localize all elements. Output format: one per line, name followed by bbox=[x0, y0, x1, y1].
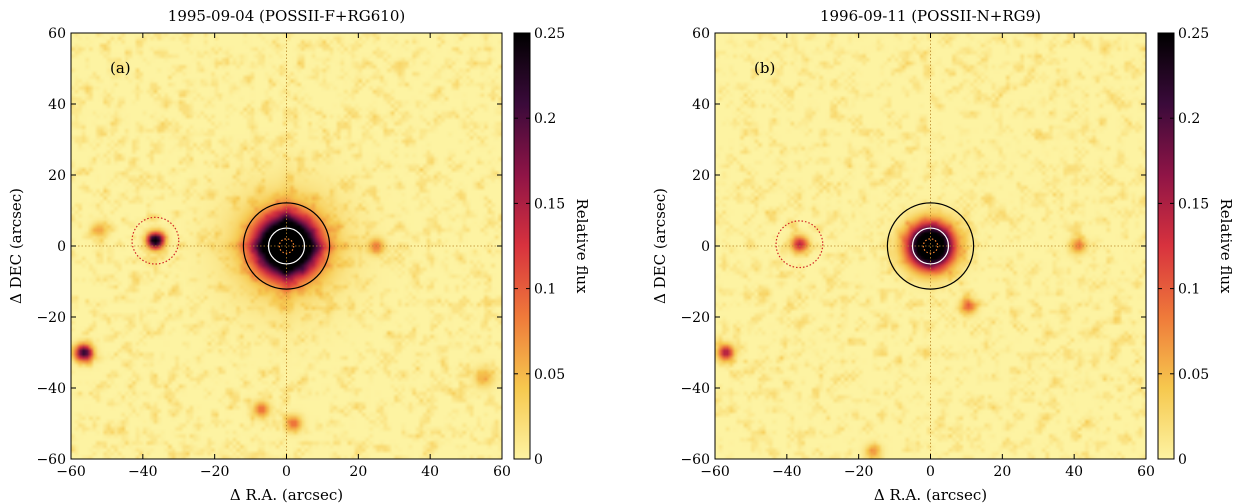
x-tick-label: 60 bbox=[493, 464, 511, 480]
x-tick-label: 20 bbox=[349, 464, 367, 480]
y-tick-label: 40 bbox=[48, 97, 66, 113]
y-tick-label: 20 bbox=[48, 168, 66, 184]
aperture-circle-2 bbox=[911, 227, 950, 265]
colorbar-tick-label: 0.25 bbox=[534, 26, 565, 42]
x-tick-label: 40 bbox=[1065, 464, 1083, 480]
chart-a-svg: 1995-09-04 (POSSII-F+RG610) (a) −60 −40 −2… bbox=[7, 7, 591, 503]
circle-overlays bbox=[131, 202, 331, 290]
chart-title: 1996-09-11 (POSSII-N+RG9) bbox=[820, 7, 1041, 25]
x-tick-label: 0 bbox=[282, 464, 291, 480]
colorbar-tick-label: 0.05 bbox=[1178, 367, 1209, 383]
aperture-circle-4 bbox=[775, 220, 824, 269]
y-tick-label: −60 bbox=[680, 452, 710, 468]
y-axis: −60 −40 −20 0 20 40 60 bbox=[680, 26, 1146, 468]
x-tick-label: −60 bbox=[700, 464, 730, 480]
y-tick-label: 40 bbox=[692, 97, 710, 113]
y-tick-label: −60 bbox=[36, 452, 66, 468]
colorbar-tick-label: 0 bbox=[1178, 452, 1187, 468]
y-tick-label: 20 bbox=[692, 168, 710, 184]
colorbar-tick-label: 0.05 bbox=[534, 367, 565, 383]
y-axis-label: Δ DEC (arcsec) bbox=[651, 188, 669, 304]
chart-b-svg: 1996-09-11 (POSSII-N+RG9) (b) −60 −40 −20 0… bbox=[651, 7, 1235, 503]
y-axis: −60 −40 −20 0 20 40 60 bbox=[36, 26, 502, 468]
colorbar-frame bbox=[1157, 32, 1175, 460]
x-axis-label: Δ R.A. (arcsec) bbox=[874, 486, 987, 503]
aperture-circle-1 bbox=[886, 202, 975, 290]
aperture-circle-3 bbox=[278, 238, 295, 254]
colorbar-tick-label: 0.25 bbox=[1178, 26, 1209, 42]
y-tick-label: 60 bbox=[48, 26, 66, 42]
colorbar: 0 0.05 0.1 0.15 0.2 0.25 Relative flux bbox=[513, 26, 591, 468]
colorbar-tick-label: 0.1 bbox=[534, 282, 556, 298]
x-tick-label: 0 bbox=[926, 464, 935, 480]
aperture-circle-2 bbox=[267, 227, 306, 265]
colorbar-tick-label: 0.15 bbox=[534, 196, 565, 212]
y-tick-label: −40 bbox=[680, 381, 710, 397]
y-tick-label: −20 bbox=[680, 310, 710, 326]
colorbar-tick-label: 0.1 bbox=[1178, 282, 1200, 298]
y-tick-label: −20 bbox=[36, 310, 66, 326]
x-tick-label: −20 bbox=[200, 464, 230, 480]
x-tick-label: −20 bbox=[844, 464, 874, 480]
x-axis: −60 −40 −20 0 20 40 60 bbox=[56, 33, 511, 480]
colorbar-tick-label: 0 bbox=[534, 452, 543, 468]
x-tick-label: 60 bbox=[1137, 464, 1155, 480]
x-tick-label: −60 bbox=[56, 464, 86, 480]
aperture-circle-3 bbox=[922, 238, 939, 254]
aperture-circle-1 bbox=[242, 202, 331, 290]
panel-a: 1995-09-04 (POSSII-F+RG610) (a) −60 −40 −2… bbox=[0, 0, 618, 503]
x-axis: −60 −40 −20 0 20 40 60 bbox=[700, 33, 1155, 480]
colorbar-gradient bbox=[514, 33, 530, 459]
colorbar-ticks: 0 0.05 0.1 0.15 0.2 0.25 bbox=[514, 26, 565, 468]
panel-label: (a) bbox=[110, 59, 131, 77]
circle-overlays bbox=[775, 202, 975, 290]
x-tick-label: −40 bbox=[772, 464, 802, 480]
y-tick-label: 60 bbox=[692, 26, 710, 42]
y-tick-label: 0 bbox=[57, 239, 66, 255]
panel-b: 1996-09-11 (POSSII-N+RG9) (b) −60 −40 −20 0… bbox=[644, 0, 1237, 503]
x-tick-label: 20 bbox=[993, 464, 1011, 480]
colorbar: 0 0.05 0.1 0.15 0.2 0.25 Relative flux bbox=[1157, 26, 1235, 468]
x-axis-label: Δ R.A. (arcsec) bbox=[230, 486, 343, 503]
colorbar-tick-label: 0.2 bbox=[534, 111, 556, 127]
x-tick-label: 40 bbox=[421, 464, 439, 480]
x-tick-label: −40 bbox=[128, 464, 158, 480]
aperture-circle-4 bbox=[131, 216, 180, 265]
y-axis-label: Δ DEC (arcsec) bbox=[7, 188, 25, 304]
colorbar-frame bbox=[513, 32, 531, 460]
panel-label: (b) bbox=[754, 59, 775, 77]
colorbar-label: Relative flux bbox=[573, 199, 591, 295]
y-tick-label: −40 bbox=[36, 381, 66, 397]
colorbar-gradient bbox=[1158, 33, 1174, 459]
y-tick-label: 0 bbox=[701, 239, 710, 255]
colorbar-label: Relative flux bbox=[1217, 199, 1235, 295]
colorbar-tick-label: 0.15 bbox=[1178, 196, 1209, 212]
chart-title: 1995-09-04 (POSSII-F+RG610) bbox=[168, 7, 405, 25]
colorbar-tick-label: 0.2 bbox=[1178, 111, 1200, 127]
colorbar-ticks: 0 0.05 0.1 0.15 0.2 0.25 bbox=[1158, 26, 1209, 468]
